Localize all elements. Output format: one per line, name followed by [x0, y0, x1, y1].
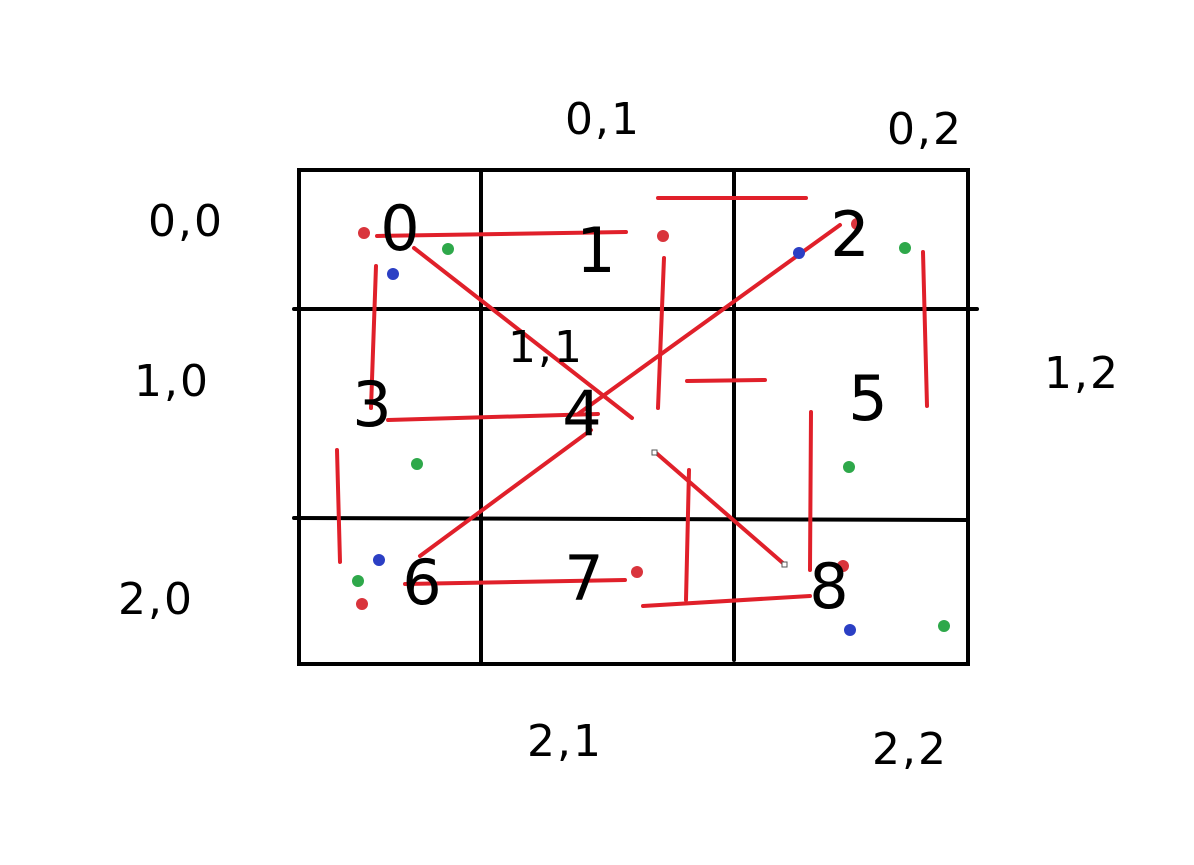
cell-number-7: 7: [564, 542, 603, 615]
red-stroke: [641, 594, 812, 608]
red-stroke: [685, 378, 767, 383]
coord-label-2-1: 2,1: [527, 716, 603, 767]
blue-dot: [844, 624, 856, 636]
red-stroke: [412, 246, 634, 420]
cell-number-3: 3: [352, 368, 391, 441]
cell-number-5: 5: [848, 362, 887, 435]
coord-label-2-0: 2,0: [118, 574, 194, 625]
red-stroke: [375, 230, 628, 238]
red-stroke: [653, 450, 786, 566]
colored-dots: [352, 218, 950, 636]
cell-number-1: 1: [576, 214, 615, 287]
red-dot: [358, 227, 370, 239]
red-stroke: [369, 264, 378, 410]
red-dot: [657, 230, 669, 242]
red-dot: [631, 566, 643, 578]
cell-number-8: 8: [809, 550, 848, 623]
red-stroke: [418, 428, 593, 558]
stroke-handle: [651, 449, 658, 456]
red-stroke: [403, 578, 627, 586]
red-stroke: [335, 448, 342, 564]
coord-label-0-0: 0,0: [148, 196, 224, 247]
grid-horizontal-line-2: [292, 516, 970, 522]
cell-number-0: 0: [380, 192, 419, 265]
green-dot: [843, 461, 855, 473]
coord-label-1-1: 1,1: [508, 322, 584, 373]
red-connections: [335, 196, 929, 608]
green-dot: [899, 242, 911, 254]
grid-border: [297, 168, 970, 666]
cell-number-6: 6: [402, 546, 441, 619]
coord-label-0-2: 0,2: [887, 104, 963, 155]
red-stroke: [684, 468, 691, 602]
red-dot: [851, 218, 863, 230]
green-dot: [938, 620, 950, 632]
coord-label-1-2: 1,2: [1044, 348, 1120, 399]
red-stroke: [386, 412, 600, 422]
cell-numbers: 0 1 2 3 4 5 6 7 8: [352, 192, 887, 623]
blue-dot: [793, 247, 805, 259]
green-dot: [411, 458, 423, 470]
red-stroke: [808, 410, 813, 572]
cell-number-2: 2: [830, 198, 869, 271]
green-dot: [442, 243, 454, 255]
coord-label-0-1: 0,1: [565, 94, 641, 145]
blue-dot: [387, 268, 399, 280]
coord-label-2-2: 2,2: [872, 724, 948, 775]
red-stroke: [921, 250, 929, 408]
red-dot: [356, 598, 368, 610]
red-stroke: [656, 256, 666, 410]
stroke-handles: [651, 449, 788, 568]
stroke-handle: [781, 561, 788, 568]
cell-number-4: 4: [562, 377, 601, 450]
red-dot: [837, 560, 849, 572]
green-dot: [352, 575, 364, 587]
coordinate-labels: 0,0 0,1 0,2 1,0 1,1 1,2 2,0 2,1 2,2: [118, 94, 1120, 775]
blue-dot: [373, 554, 385, 566]
coord-label-1-0: 1,0: [134, 356, 210, 407]
